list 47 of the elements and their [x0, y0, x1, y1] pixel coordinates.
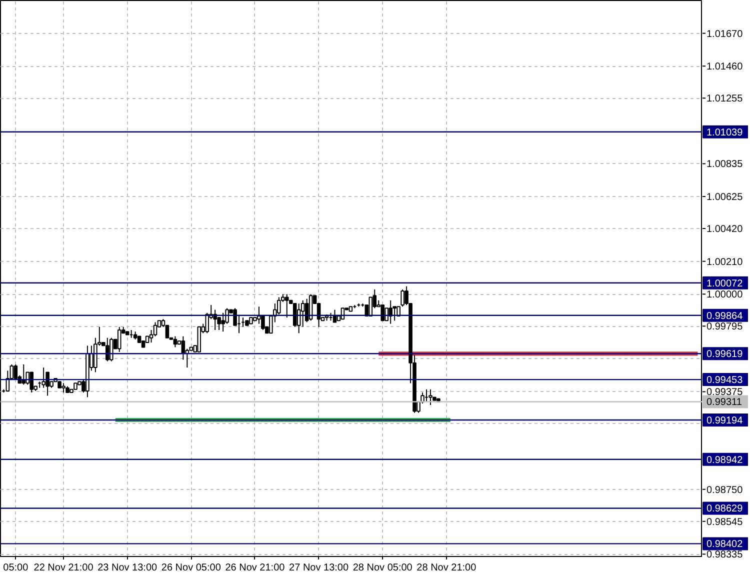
y-tick-label: 0.98545 [706, 516, 744, 528]
x-tick-label: 26 Nov 05:00 [161, 562, 222, 574]
ref-line-label: 0.99619 [706, 349, 744, 360]
ref-line-label: 0.98629 [706, 504, 744, 515]
y-tick-label: 0.98750 [706, 484, 744, 496]
candlestick [388, 300, 392, 324]
candlestick [117, 326, 122, 352]
ref-line-label: 0.98402 [706, 539, 744, 550]
ref-line-label: 1.01039 [706, 127, 744, 138]
y-tick-label: 1.00835 [706, 159, 744, 170]
candlestick [173, 336, 178, 348]
candlestick [30, 372, 34, 394]
candlestick [428, 388, 432, 406]
x-tick-label: 23 Nov 13:00 [98, 562, 158, 574]
y-tick-label: 1.01460 [706, 62, 744, 73]
ref-line-label: 0.99864 [706, 310, 744, 322]
y-tick-label: 1.00210 [706, 256, 744, 268]
candlestick [400, 288, 404, 308]
candlestick [296, 302, 301, 334]
candlestick [380, 304, 385, 322]
candlestick [106, 337, 110, 362]
ref-line-label: 0.99311 [706, 397, 742, 408]
y-tick-label: 1.01255 [706, 94, 744, 105]
y-tick-label: 1.01670 [706, 28, 744, 40]
candlestick [22, 364, 26, 386]
ref-line-label: 0.99453 [706, 375, 744, 386]
candlestick [62, 382, 66, 394]
y-tick-label: 1.00420 [706, 224, 744, 236]
candlestick [284, 294, 289, 318]
y-tick-label: 0.99795 [706, 322, 744, 333]
x-tick-label: 22 Nov 21:00 [34, 562, 94, 574]
y-tick-label: 1.00625 [706, 192, 744, 204]
y-tick-label: 0.98335 [706, 550, 744, 561]
x-tick-label: 28 Nov 05:00 [352, 562, 413, 574]
candlestick [221, 312, 225, 332]
x-tick-label: 27 Nov 13:00 [289, 562, 349, 574]
y-tick-label: 1.00000 [706, 290, 744, 301]
ref-line-label: 0.99194 [706, 416, 744, 426]
x-tick-label: 05:00 [3, 562, 29, 574]
ref-line-label: 1.00072 [706, 278, 744, 290]
candlestick [42, 367, 46, 388]
candlestick [46, 372, 50, 396]
y-tick-label: 0.99375 [706, 387, 744, 398]
x-tick-label: 28 Nov 21:00 [416, 562, 477, 574]
ref-line-label: 0.98942 [706, 454, 744, 466]
candlestick [109, 337, 114, 362]
x-tick-label: 26 Nov 21:00 [225, 562, 286, 574]
